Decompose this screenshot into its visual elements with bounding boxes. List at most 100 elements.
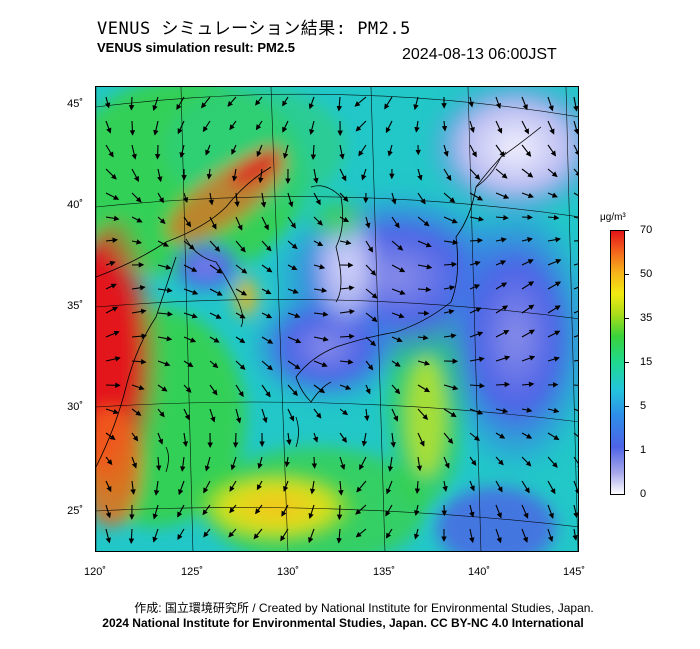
wind-arrow xyxy=(256,480,263,491)
wind-arrow xyxy=(183,216,192,228)
wind-arrow xyxy=(391,216,400,229)
wind-arrow xyxy=(469,144,477,158)
wind-arrow xyxy=(443,239,459,245)
wind-arrow xyxy=(521,214,533,221)
wind-arrow xyxy=(355,120,367,132)
wind-arrow xyxy=(495,192,510,199)
wind-arrow xyxy=(572,528,578,541)
map-canvas xyxy=(96,87,578,551)
wind-arrow xyxy=(417,360,431,366)
wind-arrow xyxy=(229,504,237,514)
lat-label-45: 45˚ xyxy=(67,98,83,110)
wind-arrow xyxy=(391,312,405,319)
wind-arrow xyxy=(157,335,173,342)
wind-arrow xyxy=(287,336,302,344)
wind-arrow xyxy=(573,240,578,242)
wind-arrow xyxy=(234,192,240,208)
wind-arrow xyxy=(469,408,484,415)
colorbar-tickmark xyxy=(625,230,629,231)
wind-arrow xyxy=(131,408,142,416)
wind-arrow xyxy=(283,480,289,492)
wind-arrow xyxy=(469,120,475,133)
wind-arrow xyxy=(417,216,430,227)
wind-arrow xyxy=(312,432,319,443)
wind-arrow xyxy=(152,504,159,520)
wind-arrow xyxy=(183,408,190,421)
wind-arrow xyxy=(183,240,195,250)
wind-arrow xyxy=(308,528,315,544)
wind-arrow xyxy=(443,216,458,224)
wind-arrow xyxy=(441,120,448,132)
wind-arrow xyxy=(232,432,239,448)
wind-arrow xyxy=(336,504,343,521)
wind-arrow xyxy=(547,504,554,519)
wind-arrow xyxy=(469,504,475,518)
wind-arrow xyxy=(573,120,578,135)
wind-arrow xyxy=(235,384,244,398)
wind-arrow xyxy=(182,432,189,447)
lon-label-135: 135˚ xyxy=(372,566,396,578)
wind-arrow xyxy=(416,456,423,472)
wind-arrow xyxy=(201,96,211,109)
wind-arrow xyxy=(521,381,535,388)
wind-arrow xyxy=(310,144,317,160)
wind-arrow xyxy=(443,333,457,339)
wind-arrow xyxy=(339,456,346,471)
wind-arrow xyxy=(417,192,426,205)
wind-arrow xyxy=(203,528,211,538)
wind-arrow xyxy=(385,504,393,517)
wind-arrow xyxy=(104,96,111,109)
wind-arrow xyxy=(495,480,503,493)
wind-arrow xyxy=(209,336,220,343)
wind-arrow xyxy=(521,480,530,494)
wind-arrow xyxy=(287,192,294,208)
wind-arrow xyxy=(365,288,378,299)
wind-arrow xyxy=(495,305,509,314)
wind-arrow xyxy=(105,330,120,338)
wind-arrow xyxy=(469,307,482,314)
wind-arrow xyxy=(495,504,502,519)
wind-arrow xyxy=(495,144,505,158)
colorbar-tick-70: 70 xyxy=(640,224,653,236)
wind-arrow xyxy=(157,360,171,367)
wind-arrow xyxy=(443,192,456,203)
wind-arrow xyxy=(284,456,290,468)
concentration-field xyxy=(96,87,578,551)
wind-arrow xyxy=(183,288,199,295)
wind-arrow xyxy=(182,192,189,204)
wind-arrow xyxy=(495,237,507,243)
wind-arrow xyxy=(183,384,192,393)
wind-arrow xyxy=(157,311,173,317)
wind-arrow xyxy=(229,480,237,492)
wind-arrow xyxy=(365,336,377,347)
wind-arrow xyxy=(521,259,534,266)
wind-arrow xyxy=(391,336,403,343)
wind-arrow xyxy=(469,480,475,492)
wind-arrow xyxy=(417,240,432,248)
wind-arrow xyxy=(359,456,367,471)
wind-arrow xyxy=(469,331,484,338)
wind-arrow xyxy=(355,504,367,515)
wind-arrow xyxy=(105,480,112,493)
wind-arrow xyxy=(339,144,345,160)
wind-arrow xyxy=(339,359,354,365)
wind-arrow xyxy=(235,216,243,231)
wind-arrow xyxy=(365,216,371,229)
pm25-map xyxy=(95,86,579,552)
wind-arrow xyxy=(313,240,324,247)
wind-arrow xyxy=(391,408,399,422)
wind-arrow xyxy=(313,192,321,206)
wind-arrow xyxy=(365,312,378,322)
lon-label-145: 145˚ xyxy=(562,566,586,578)
wind-arrow xyxy=(204,456,211,472)
wind-arrow xyxy=(521,96,528,111)
wind-arrow xyxy=(105,408,119,415)
wind-arrow xyxy=(547,168,558,178)
wind-arrow xyxy=(255,96,263,106)
wind-arrow xyxy=(209,216,217,230)
wind-arrow xyxy=(495,456,504,466)
wind-arrow xyxy=(521,504,529,519)
wind-arrow xyxy=(443,408,457,418)
wind-arrow xyxy=(202,120,211,133)
wind-arrow xyxy=(443,309,455,315)
